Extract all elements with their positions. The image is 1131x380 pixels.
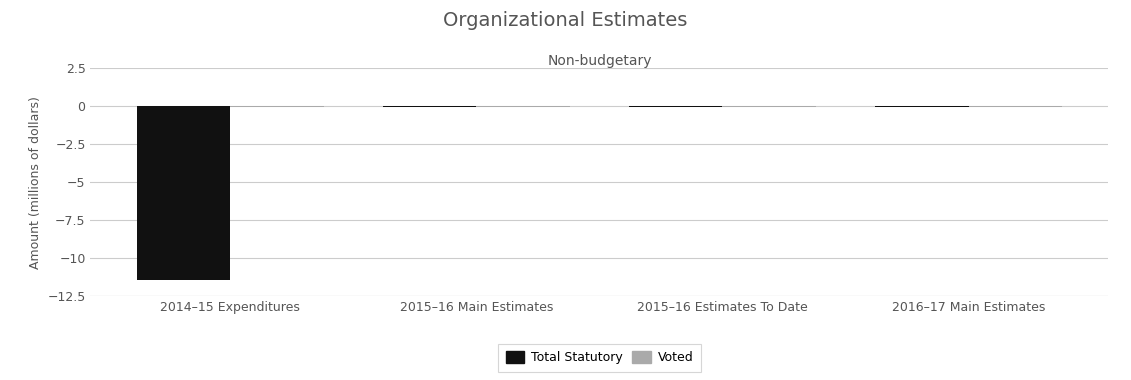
Title: Non-budgetary: Non-budgetary	[547, 54, 651, 68]
Legend: Total Statutory, Voted: Total Statutory, Voted	[498, 344, 701, 372]
Y-axis label: Amount (millions of dollars): Amount (millions of dollars)	[28, 96, 42, 269]
Text: Organizational Estimates: Organizational Estimates	[443, 11, 688, 30]
Bar	[137, 106, 231, 280]
